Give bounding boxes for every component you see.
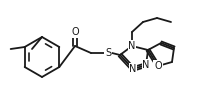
Text: N: N (128, 41, 135, 51)
Text: O: O (154, 61, 161, 71)
Text: N: N (142, 60, 149, 70)
Text: O: O (71, 27, 78, 37)
Text: S: S (104, 48, 110, 58)
Text: N: N (129, 64, 136, 74)
